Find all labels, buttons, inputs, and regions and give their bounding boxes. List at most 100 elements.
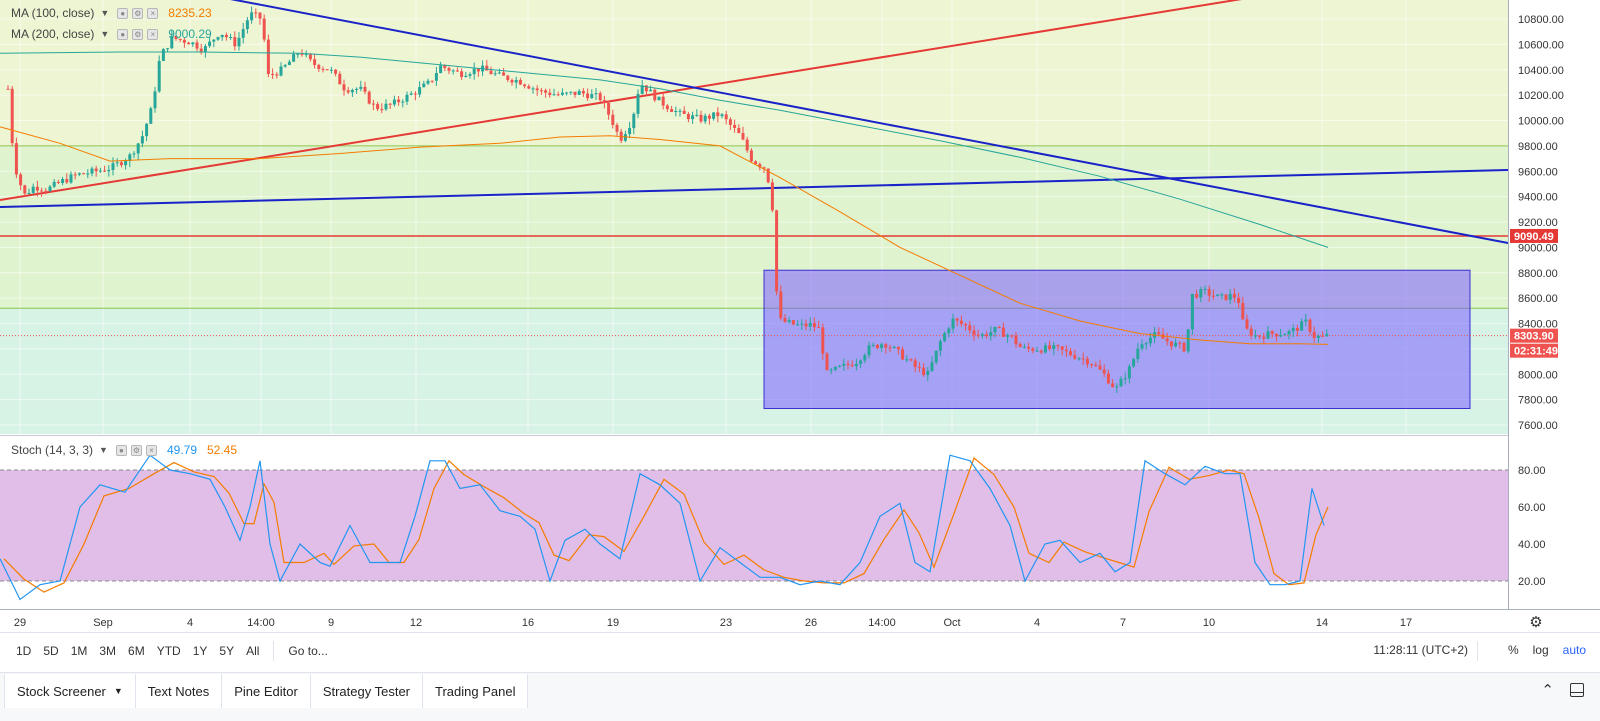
candle [1052,342,1056,356]
candle [229,33,233,40]
candle [1140,339,1144,351]
settings-icon[interactable]: ⚙ [132,28,144,40]
range-all[interactable]: All [246,643,260,658]
candle-body [90,168,94,174]
candle-body [1237,297,1241,303]
candle [384,99,388,112]
candle-body [817,327,821,329]
bottom-toolbar: 1D 5D 1M 3M 6M YTD 1Y 5Y All Go to... 11:28:11 (… [0,632,1600,668]
tab-pine-editor[interactable]: Pine Editor [222,674,311,708]
eye-icon[interactable]: ● [117,7,129,19]
maximize-panel-icon[interactable] [1570,683,1584,697]
candle [951,313,955,334]
tab-stock-screener[interactable]: Stock Screener ▼ [4,674,136,708]
range-1d[interactable]: 1D [16,643,32,658]
close-icon[interactable]: × [147,7,159,19]
candle [392,95,396,107]
auto-scale-toggle[interactable]: auto [1562,643,1586,657]
chevron-down-icon[interactable]: ▼ [100,8,110,18]
close-icon[interactable]: × [145,444,157,456]
candle [548,88,552,98]
chevron-down-icon[interactable]: ▼ [100,29,110,39]
candle [1321,331,1325,337]
percent-scale-toggle[interactable]: % [1507,643,1519,657]
candle-body [145,123,149,137]
range-5d[interactable]: 5D [43,643,59,658]
tab-text-notes[interactable]: Text Notes [135,674,223,708]
range-1m[interactable]: 1M [70,643,88,658]
candle-body [308,54,312,60]
candle-body [161,49,165,61]
candle-body [623,134,627,141]
eye-icon[interactable]: ● [115,444,127,456]
candle [896,346,900,355]
range-ytd[interactable]: YTD [156,643,181,658]
range-5y[interactable]: 5Y [219,643,235,658]
chevron-up-icon[interactable]: ⌃ [1541,682,1554,699]
candle [397,95,401,106]
ma100-name[interactable]: MA (100, close) [11,6,95,20]
range-6m[interactable]: 6M [128,643,145,658]
candle [762,166,766,174]
stoch-name[interactable]: Stoch (14, 3, 3) [11,443,94,457]
candle [367,90,371,105]
eye-icon[interactable]: ● [117,28,129,40]
candle-body [187,42,191,45]
candle-body [607,102,611,115]
candle-body [1043,345,1047,353]
candle [1186,329,1190,354]
legend-stoch[interactable]: Stoch (14, 3, 3) ▼ ● ⚙ × 49.79 52.45 [11,443,237,457]
panel-controls: ⌃ [1541,681,1584,699]
candle-body [930,362,934,371]
settings-icon[interactable]: ⚙ [130,444,142,456]
close-icon[interactable]: × [147,28,159,40]
candle-body [850,364,854,367]
candle-body [447,68,451,71]
candle-body [157,60,161,92]
chevron-down-icon[interactable]: ▼ [113,686,123,696]
candle-body [329,69,333,71]
candle-body [418,87,422,95]
candle-body [220,34,224,38]
time-tick-label: 29 [14,617,26,629]
candle-body [14,143,18,175]
chevron-down-icon[interactable]: ▼ [99,445,108,455]
candle [615,122,619,136]
candle [1304,313,1308,327]
candle [27,188,31,195]
stoch-tick-label: 80.00 [1518,465,1546,477]
settings-icon[interactable]: ⚙ [132,7,144,19]
candle [518,77,522,86]
candle [1014,332,1018,348]
candle [829,367,833,375]
legend-ma100[interactable]: MA (100, close) ▼ ● ⚙ × 8235.23 [11,6,212,20]
tab-strategy-tester[interactable]: Strategy Tester [310,674,424,708]
clock-display[interactable]: 11:28:11 (UTC+2) [1373,643,1468,657]
candle-body [94,168,98,172]
log-scale-toggle[interactable]: log [1532,643,1549,657]
candle [1169,341,1173,350]
tab-trading-panel[interactable]: Trading Panel [423,674,529,708]
candle [1165,332,1169,346]
range-1y[interactable]: 1Y [192,643,208,658]
ma200-name[interactable]: MA (200, close) [11,27,95,41]
price-chart-canvas[interactable]: 10800.00 10600.00 10400.00 10200.00 10000.00… [0,0,1600,632]
range-3m[interactable]: 3M [99,643,117,658]
candle-body [1199,289,1203,298]
candle-body [1035,350,1039,352]
candle [716,107,720,123]
candle [489,66,493,75]
candle [14,137,18,179]
candle [271,68,275,80]
goto-button[interactable]: Go to... [288,643,328,658]
candle-body [943,333,947,342]
candle-body [896,346,900,350]
candle [1081,352,1085,365]
settings-gear-icon[interactable]: ⚙ [1529,614,1542,631]
chart-area[interactable]: 10800.00 10600.00 10400.00 10200.00 10000.00… [0,0,1600,632]
legend-ma200[interactable]: MA (200, close) ▼ ● ⚙ × 9000.29 [11,27,212,41]
candle-body [317,64,321,69]
candle-body [342,84,346,91]
candle [812,317,816,332]
candle-body [649,89,653,92]
